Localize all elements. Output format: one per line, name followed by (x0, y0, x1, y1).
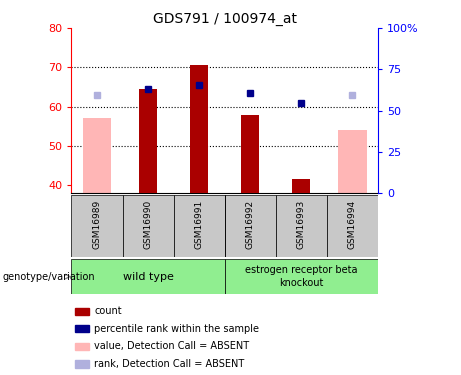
Bar (75, 360, 89, 368)
Text: value, Detection Call = ABSENT: value, Detection Call = ABSENT (95, 341, 249, 351)
Bar (242, 114, 259, 193)
Bar (327, 195, 378, 257)
Bar (174, 195, 225, 257)
Bar (71, 195, 123, 257)
Bar (75, 308, 89, 315)
Bar (71, 259, 225, 294)
Bar (83, 118, 111, 193)
Text: GSM16990: GSM16990 (143, 200, 153, 249)
Text: count: count (95, 306, 122, 316)
Bar (75, 325, 89, 333)
Bar (292, 179, 310, 193)
Text: estrogen receptor beta
knockout: estrogen receptor beta knockout (245, 266, 358, 288)
Text: GSM16989: GSM16989 (93, 200, 101, 249)
Title: GDS791 / 100974_at: GDS791 / 100974_at (153, 12, 297, 26)
Text: GSM16993: GSM16993 (297, 200, 306, 249)
Text: wild type: wild type (123, 272, 173, 282)
Text: GSM16994: GSM16994 (348, 200, 357, 249)
Bar (139, 89, 157, 193)
Bar (276, 195, 327, 257)
Text: GSM16992: GSM16992 (246, 200, 255, 249)
Text: rank, Detection Call = ABSENT: rank, Detection Call = ABSENT (95, 359, 244, 369)
Bar (225, 195, 276, 257)
Text: percentile rank within the sample: percentile rank within the sample (95, 324, 259, 334)
Bar (75, 343, 89, 350)
Text: GSM16991: GSM16991 (195, 200, 204, 249)
Bar (190, 66, 208, 193)
Text: genotype/variation: genotype/variation (2, 272, 95, 282)
Bar (123, 195, 174, 257)
Bar (225, 259, 378, 294)
Bar (338, 130, 366, 193)
